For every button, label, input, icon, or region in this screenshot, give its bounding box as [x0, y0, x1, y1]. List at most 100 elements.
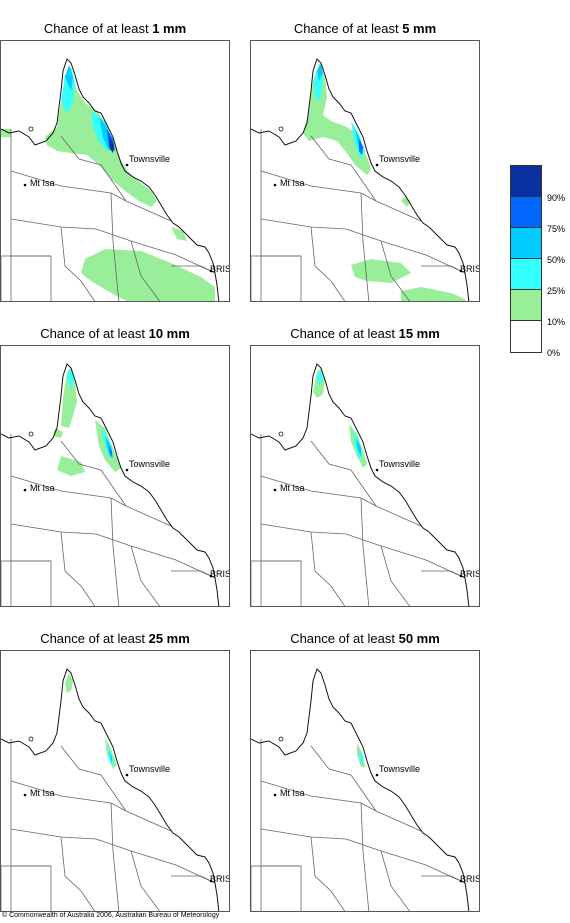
land-region — [251, 41, 479, 301]
legend-swatch-90-100 — [511, 166, 541, 197]
mt_isa-label: Mt Isa — [30, 483, 55, 493]
boundary-line — [60, 836, 96, 911]
rainfall-probability-area — [109, 137, 114, 153]
map-svg — [1, 346, 229, 606]
map-svg — [251, 41, 479, 301]
rainfall-probability-area — [351, 259, 411, 283]
brisbane-label: BRIS — [210, 569, 230, 579]
land-region — [251, 651, 479, 911]
rainfall-probability-area — [356, 438, 361, 456]
boundary-line — [10, 828, 97, 840]
legend-swatch-0-10 — [511, 321, 541, 351]
map-panel-1mm: Townsville Mt Isa BRIS — [0, 40, 230, 302]
boundary-line — [310, 226, 346, 301]
boundary-line — [360, 802, 370, 911]
rainfall-probability-area — [81, 249, 215, 301]
brisbane-marker — [209, 269, 213, 273]
map-panel-5mm: Townsville Mt Isa BRIS — [250, 40, 480, 302]
brisbane-marker — [459, 879, 463, 883]
rainfall-probability-area — [317, 370, 323, 386]
rainfall-probability-area — [359, 749, 363, 765]
legend-label-90: 90% — [547, 193, 566, 203]
townsville-marker — [125, 773, 129, 777]
boundary-line — [95, 533, 216, 579]
boundary-line — [310, 531, 346, 606]
coastline — [1, 363, 220, 606]
rainfall-probability-area — [109, 751, 112, 763]
map-svg — [251, 346, 479, 606]
townsville-label: Townsville — [129, 459, 171, 469]
townsville-marker — [375, 163, 379, 167]
coastline — [251, 58, 470, 301]
boundary-line — [380, 545, 411, 606]
townsville-label: Townsville — [379, 459, 421, 469]
rainfall-probability-area — [401, 197, 411, 207]
map-panel-25mm: Townsville Mt Isa BRIS — [0, 650, 230, 912]
panel-title-10mm: Chance of at least 10 mm — [40, 326, 190, 341]
boundary-line — [360, 497, 370, 606]
land-region — [1, 346, 229, 606]
brisbane-label: BRIS — [460, 874, 480, 884]
brisbane-label: BRIS — [210, 264, 230, 274]
mt_isa-marker — [23, 793, 27, 797]
boundary-line — [345, 533, 466, 579]
map-svg — [251, 651, 479, 911]
boundary-line — [421, 875, 466, 884]
boundary-line — [110, 802, 120, 911]
townsville-marker — [375, 468, 379, 472]
panel-title-50mm: Chance of at least 50 mm — [290, 631, 440, 646]
brisbane-label: BRIS — [210, 874, 230, 884]
brisbane-marker — [459, 269, 463, 273]
inset-box — [251, 865, 302, 911]
mt_isa-marker — [273, 183, 277, 187]
rainfall-probability-area — [57, 456, 85, 476]
townsville-label: Townsville — [379, 154, 421, 164]
mt_isa-label: Mt Isa — [280, 483, 305, 493]
island — [28, 431, 34, 437]
panel-title-1mm: Chance of at least 1 mm — [43, 21, 187, 36]
inset-box — [1, 865, 52, 911]
boundary-line — [10, 218, 97, 230]
townsville-marker — [375, 773, 379, 777]
panel-title-25mm: Chance of at least 25 mm — [40, 631, 190, 646]
boundary-line — [60, 440, 127, 507]
island — [28, 126, 34, 132]
island — [278, 736, 284, 742]
boundary-line — [110, 192, 120, 301]
brisbane-label: BRIS — [460, 264, 480, 274]
mt_isa-label: Mt Isa — [280, 178, 305, 188]
legend-swatch-25-50 — [511, 259, 541, 290]
legend-label-50: 50% — [547, 255, 566, 265]
boundary-line — [421, 265, 466, 274]
boundary-line — [260, 828, 347, 840]
inset-box — [251, 560, 302, 606]
boundary-line — [95, 838, 216, 884]
panel-title-5mm: Chance of at least 5 mm — [293, 21, 437, 36]
legend-label-10: 10% — [547, 317, 566, 327]
rainfall-probability-area — [109, 446, 112, 458]
copyright-notice: © Commonwealth of Australia 2006, Austra… — [2, 912, 220, 919]
mt_isa-marker — [23, 183, 27, 187]
land-region — [1, 41, 229, 301]
rainfall-probability-area — [1, 129, 11, 137]
townsville-label: Townsville — [379, 764, 421, 774]
coastline — [251, 363, 470, 606]
coastline — [251, 668, 470, 911]
land-region — [251, 346, 479, 606]
map-panel-10mm: Townsville Mt Isa BRIS — [0, 345, 230, 607]
mt_isa-label: Mt Isa — [280, 788, 305, 798]
land-region — [1, 651, 229, 911]
map-panel-15mm: Townsville Mt Isa BRIS — [250, 345, 480, 607]
island — [278, 431, 284, 437]
brisbane-label: BRIS — [460, 569, 480, 579]
map-panel-50mm: Townsville Mt Isa BRIS — [250, 650, 480, 912]
boundary-line — [380, 850, 411, 911]
townsville-label: Townsville — [129, 764, 171, 774]
boundary-line — [171, 570, 216, 579]
island — [278, 126, 284, 132]
coastline — [1, 668, 220, 911]
map-svg — [1, 41, 229, 301]
boundary-line — [130, 850, 161, 911]
coastline — [1, 58, 220, 301]
legend-label-75: 75% — [547, 224, 566, 234]
